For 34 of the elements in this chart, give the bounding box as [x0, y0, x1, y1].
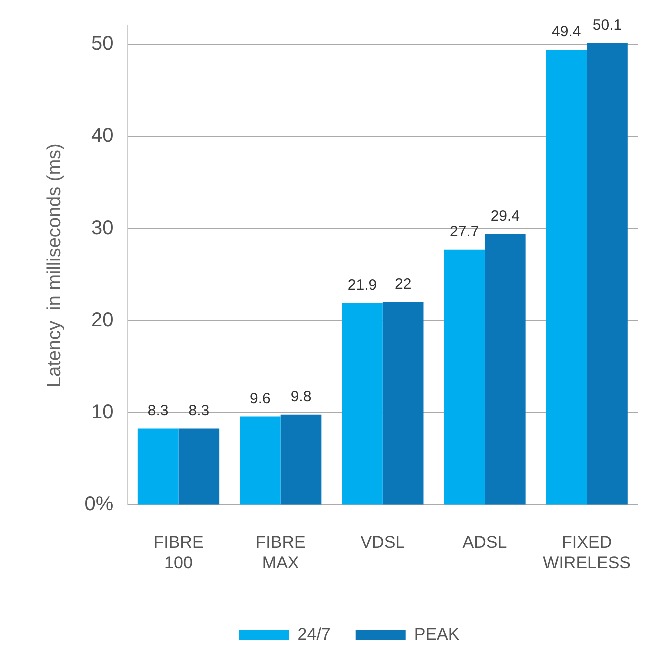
- bar: [587, 44, 628, 505]
- data-label: 27.7: [450, 224, 480, 241]
- data-label: 29.4: [490, 208, 520, 225]
- x-tick-label: FIBRE 100: [154, 533, 204, 572]
- x-tick-label: FIXED WIRELESS: [543, 533, 631, 572]
- data-label: 22: [394, 276, 412, 294]
- data-label: 50.1: [592, 17, 622, 34]
- x-tick-label: ADSL: [462, 533, 508, 552]
- legend-label: 24/7: [298, 625, 331, 644]
- bar: [240, 416, 281, 505]
- bar: [178, 428, 220, 505]
- data-label: 49.4: [552, 24, 582, 41]
- data-label: 9.6: [250, 390, 271, 408]
- y-tick-label: 20: [91, 309, 114, 332]
- data-label: 9.8: [290, 388, 312, 406]
- bar: [444, 250, 485, 505]
- data-label: 8.3: [148, 402, 169, 420]
- data-label: 8.3: [188, 402, 210, 420]
- y-tick-label: 50: [91, 32, 114, 55]
- bar: [484, 234, 526, 505]
- y-tick-label: 40: [91, 125, 114, 148]
- bar: [342, 303, 383, 505]
- x-tick-label: FIBRE MAX: [256, 533, 306, 572]
- bar: [382, 302, 424, 505]
- bar: [546, 50, 588, 505]
- bar: [138, 428, 179, 505]
- y-tick-label: 10: [91, 402, 114, 424]
- y-axis-title: Latency in milliseconds (ms): [44, 144, 66, 388]
- legend-label: PEAK: [414, 625, 460, 644]
- bar: [280, 414, 322, 505]
- data-label: 21.9: [348, 277, 378, 294]
- x-tick-label: VDSL: [360, 533, 406, 552]
- y-tick-label: 0%: [84, 494, 114, 516]
- y-tick-label: 30: [91, 217, 114, 240]
